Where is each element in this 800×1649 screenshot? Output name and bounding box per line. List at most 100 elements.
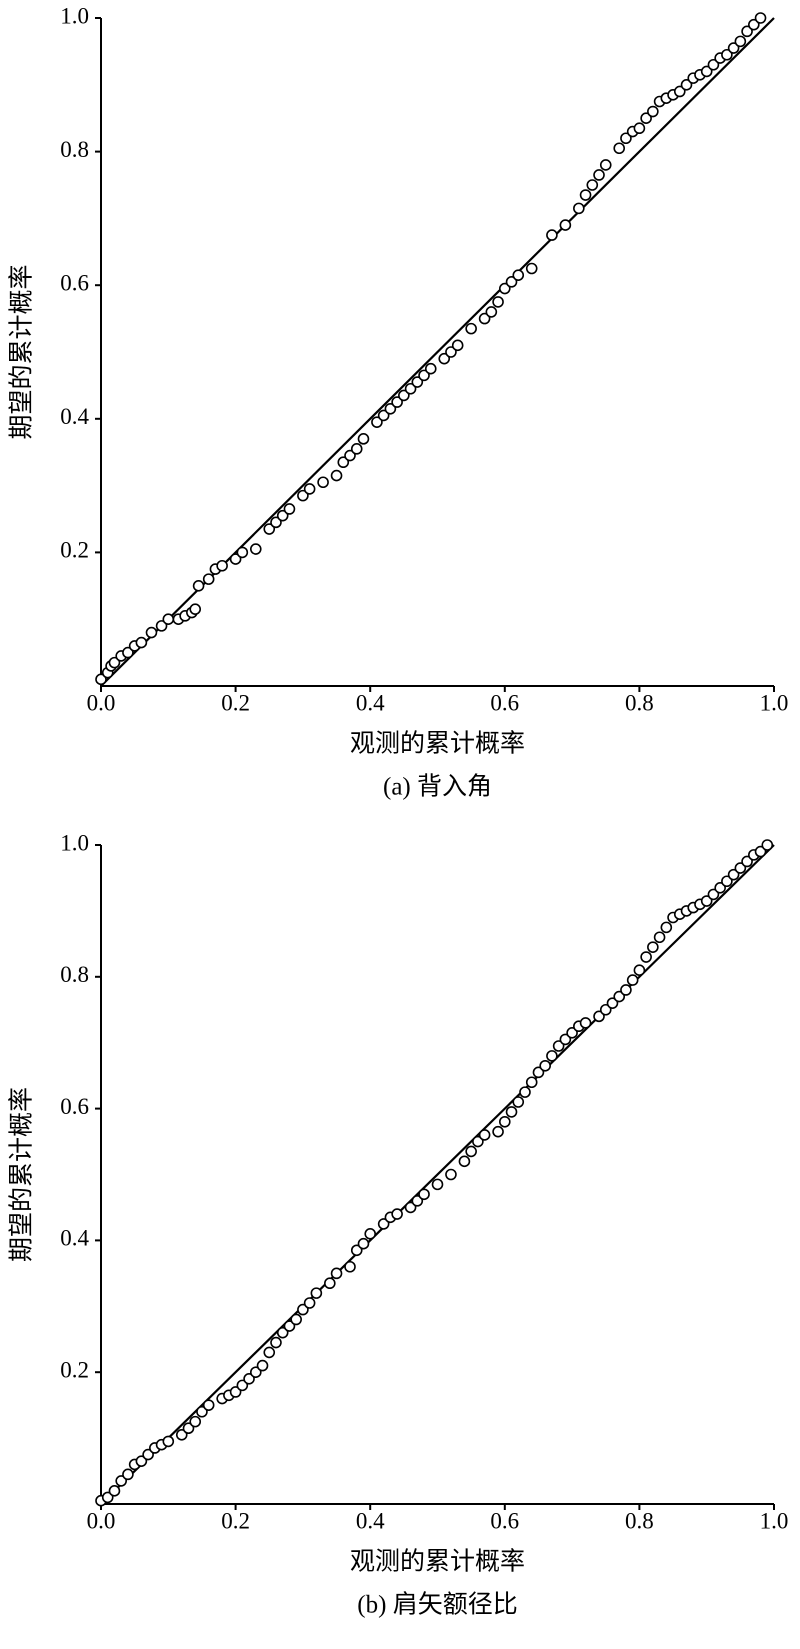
y-tick-label: 0.8: [60, 962, 89, 987]
point: [525, 1076, 538, 1089]
point: [478, 1129, 491, 1141]
point: [579, 1017, 592, 1029]
point: [673, 85, 686, 98]
y-tick-label: 0.4: [60, 404, 89, 429]
reference-line: [100, 844, 775, 1505]
point: [145, 626, 158, 639]
point: [754, 12, 767, 24]
point: [192, 579, 205, 592]
point: [525, 262, 538, 275]
point: [303, 483, 316, 495]
y-tick-label: 0.2: [60, 538, 89, 563]
point: [290, 1313, 302, 1326]
point: [754, 845, 767, 858]
point: [640, 951, 652, 963]
y-axis-label: 期望的累计概率: [8, 1087, 36, 1262]
y-tick-label: 0.2: [60, 1357, 89, 1382]
point: [714, 882, 726, 894]
point: [216, 559, 228, 572]
point: [115, 1475, 127, 1487]
point: [411, 376, 424, 388]
point: [626, 974, 639, 986]
point: [741, 25, 753, 38]
point: [108, 656, 121, 669]
point: [122, 646, 134, 659]
point: [465, 1145, 477, 1158]
point: [202, 573, 215, 585]
y-tick-label: 0.4: [60, 1226, 89, 1251]
point: [727, 42, 740, 54]
point: [229, 1386, 242, 1398]
point: [546, 229, 558, 241]
point: [276, 1326, 289, 1339]
point: [566, 1027, 578, 1039]
point: [256, 1359, 269, 1372]
point: [229, 553, 242, 565]
point: [404, 1201, 417, 1214]
point: [324, 1277, 336, 1290]
point: [350, 1244, 363, 1257]
point: [512, 269, 525, 281]
point: [498, 1115, 511, 1128]
x-axis-label: 观测的累计概率: [350, 1548, 525, 1576]
point: [721, 875, 733, 888]
point: [330, 1267, 343, 1280]
caption: (a) 背入角: [383, 773, 492, 801]
point: [552, 1040, 565, 1052]
point: [579, 189, 592, 201]
point: [384, 402, 397, 415]
y-tick-label: 0.6: [60, 1094, 89, 1119]
point: [593, 169, 605, 181]
point: [472, 1135, 484, 1148]
point: [377, 1218, 390, 1230]
x-tick-label: 1.0: [760, 1508, 789, 1533]
point: [371, 416, 383, 428]
x-tick-label: 0.4: [356, 1508, 385, 1533]
point: [559, 219, 572, 231]
point: [350, 443, 363, 455]
point: [485, 306, 498, 318]
point: [451, 339, 464, 352]
point: [263, 523, 276, 535]
x-tick-label: 0.2: [221, 690, 250, 715]
point: [445, 1168, 457, 1181]
x-tick-label: 0.6: [490, 690, 519, 715]
point: [270, 516, 282, 529]
x-tick-label: 0.0: [87, 1508, 116, 1533]
point: [761, 839, 774, 851]
point: [438, 352, 451, 365]
point: [391, 1208, 403, 1220]
point: [297, 1303, 309, 1316]
point: [189, 1415, 202, 1428]
y-tick-label: 0.6: [60, 270, 89, 295]
point: [653, 931, 666, 944]
point: [546, 1050, 558, 1062]
point: [297, 489, 309, 502]
point: [276, 509, 289, 522]
x-tick-label: 0.6: [490, 1508, 519, 1533]
point: [613, 142, 626, 155]
point: [418, 1188, 430, 1201]
x-tick-label: 0.4: [356, 690, 385, 715]
point: [317, 476, 329, 489]
point: [620, 132, 632, 145]
point: [108, 1485, 121, 1497]
point: [707, 58, 720, 71]
point: [391, 396, 403, 408]
point: [357, 1237, 370, 1250]
point: [606, 997, 619, 1009]
point: [539, 1059, 551, 1072]
point: [424, 362, 437, 375]
point: [492, 296, 504, 308]
point: [196, 1405, 208, 1418]
point: [303, 1297, 316, 1309]
point: [620, 984, 632, 996]
point: [175, 1429, 188, 1441]
point: [458, 1155, 471, 1168]
point: [721, 48, 733, 61]
point: [283, 1320, 296, 1332]
point: [465, 322, 477, 335]
point: [512, 1096, 525, 1108]
point: [680, 79, 693, 91]
point: [478, 312, 491, 325]
